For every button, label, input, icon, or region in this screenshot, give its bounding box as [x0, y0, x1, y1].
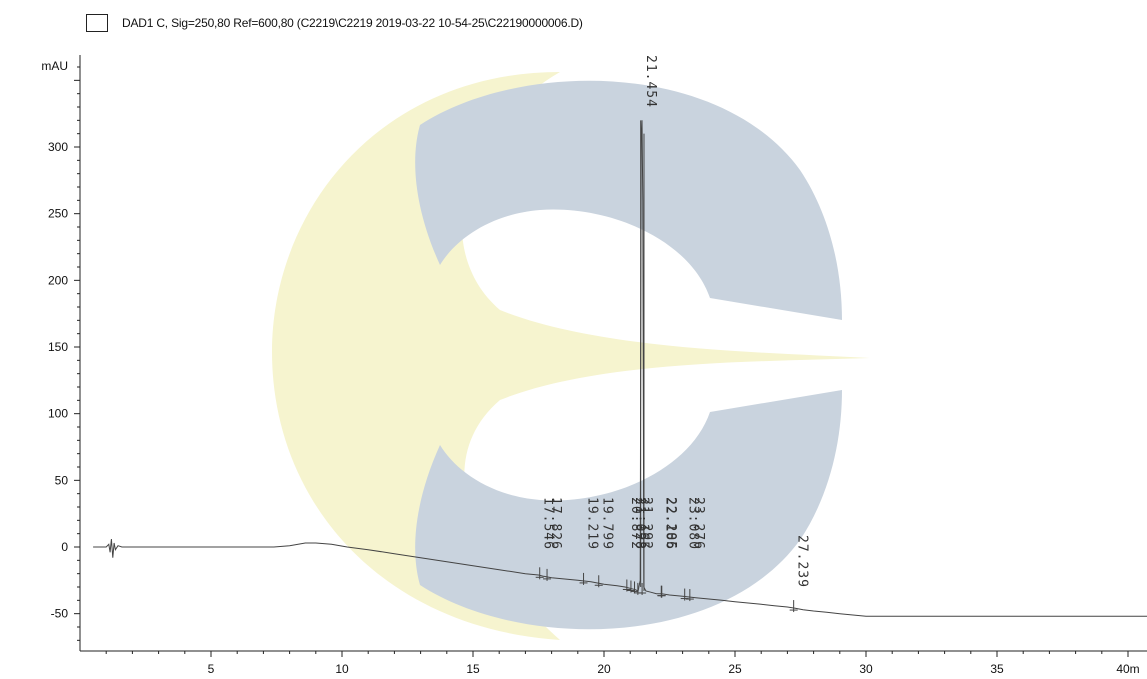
y-tick-label: 100: [48, 407, 68, 421]
signal-trace: [93, 120, 1147, 617]
peak-label: 20.872: [628, 497, 643, 550]
peak-label: 21.165: [636, 497, 651, 550]
peak-label: 21.028: [632, 497, 647, 550]
watermark-blue-lower: [415, 390, 842, 630]
y-tick-label: 300: [48, 140, 68, 154]
axes: -50 0 50 100 150 200 250 300 mAU 5 10 15 20 25 30 35 40m: [41, 55, 1147, 676]
y-tick-label: -50: [51, 607, 69, 621]
x-tick-label: 40m: [1116, 662, 1139, 676]
peak-label: 19.799: [600, 497, 615, 550]
peak-label: 22.205: [663, 497, 678, 550]
legend-label: DAD1 C, Sig=250,80 Ref=600,80 (C2219\C22…: [122, 16, 583, 30]
peak-label: 17.546: [541, 497, 556, 550]
x-tick-label: 25: [728, 662, 742, 676]
x-tick-label: 30: [859, 662, 873, 676]
x-tick-label: 20: [597, 662, 611, 676]
x-tick-label: 5: [208, 662, 215, 676]
peak-label: 22.186: [662, 497, 677, 550]
legend: DAD1 C, Sig=250,80 Ref=600,80 (C2219\C22…: [86, 12, 583, 34]
x-tick-label: 35: [990, 662, 1004, 676]
y-tick-label: 0: [61, 540, 68, 554]
peak-label: 27.239: [795, 535, 810, 588]
y-tick-label: 250: [48, 207, 68, 221]
y-tick-label: 150: [48, 340, 68, 354]
peak-label: 21.454: [643, 55, 658, 108]
y-axis-label: mAU: [41, 59, 68, 73]
y-tick-label: 50: [55, 473, 69, 487]
peak-label: 19.219: [585, 497, 600, 550]
y-tick-label: 200: [48, 273, 68, 287]
legend-swatch[interactable]: [86, 14, 108, 32]
watermark-logo: [272, 72, 870, 640]
x-tick-label: 15: [466, 662, 480, 676]
trace-group: [93, 120, 1147, 617]
peak-label: 23.276: [691, 497, 706, 550]
watermark-blue-upper: [415, 80, 842, 320]
x-tick-label: 10: [335, 662, 349, 676]
peak-label: 23.080: [686, 497, 701, 550]
peak-label: 17.826: [548, 497, 563, 550]
peak-label: 21.292: [639, 497, 654, 550]
